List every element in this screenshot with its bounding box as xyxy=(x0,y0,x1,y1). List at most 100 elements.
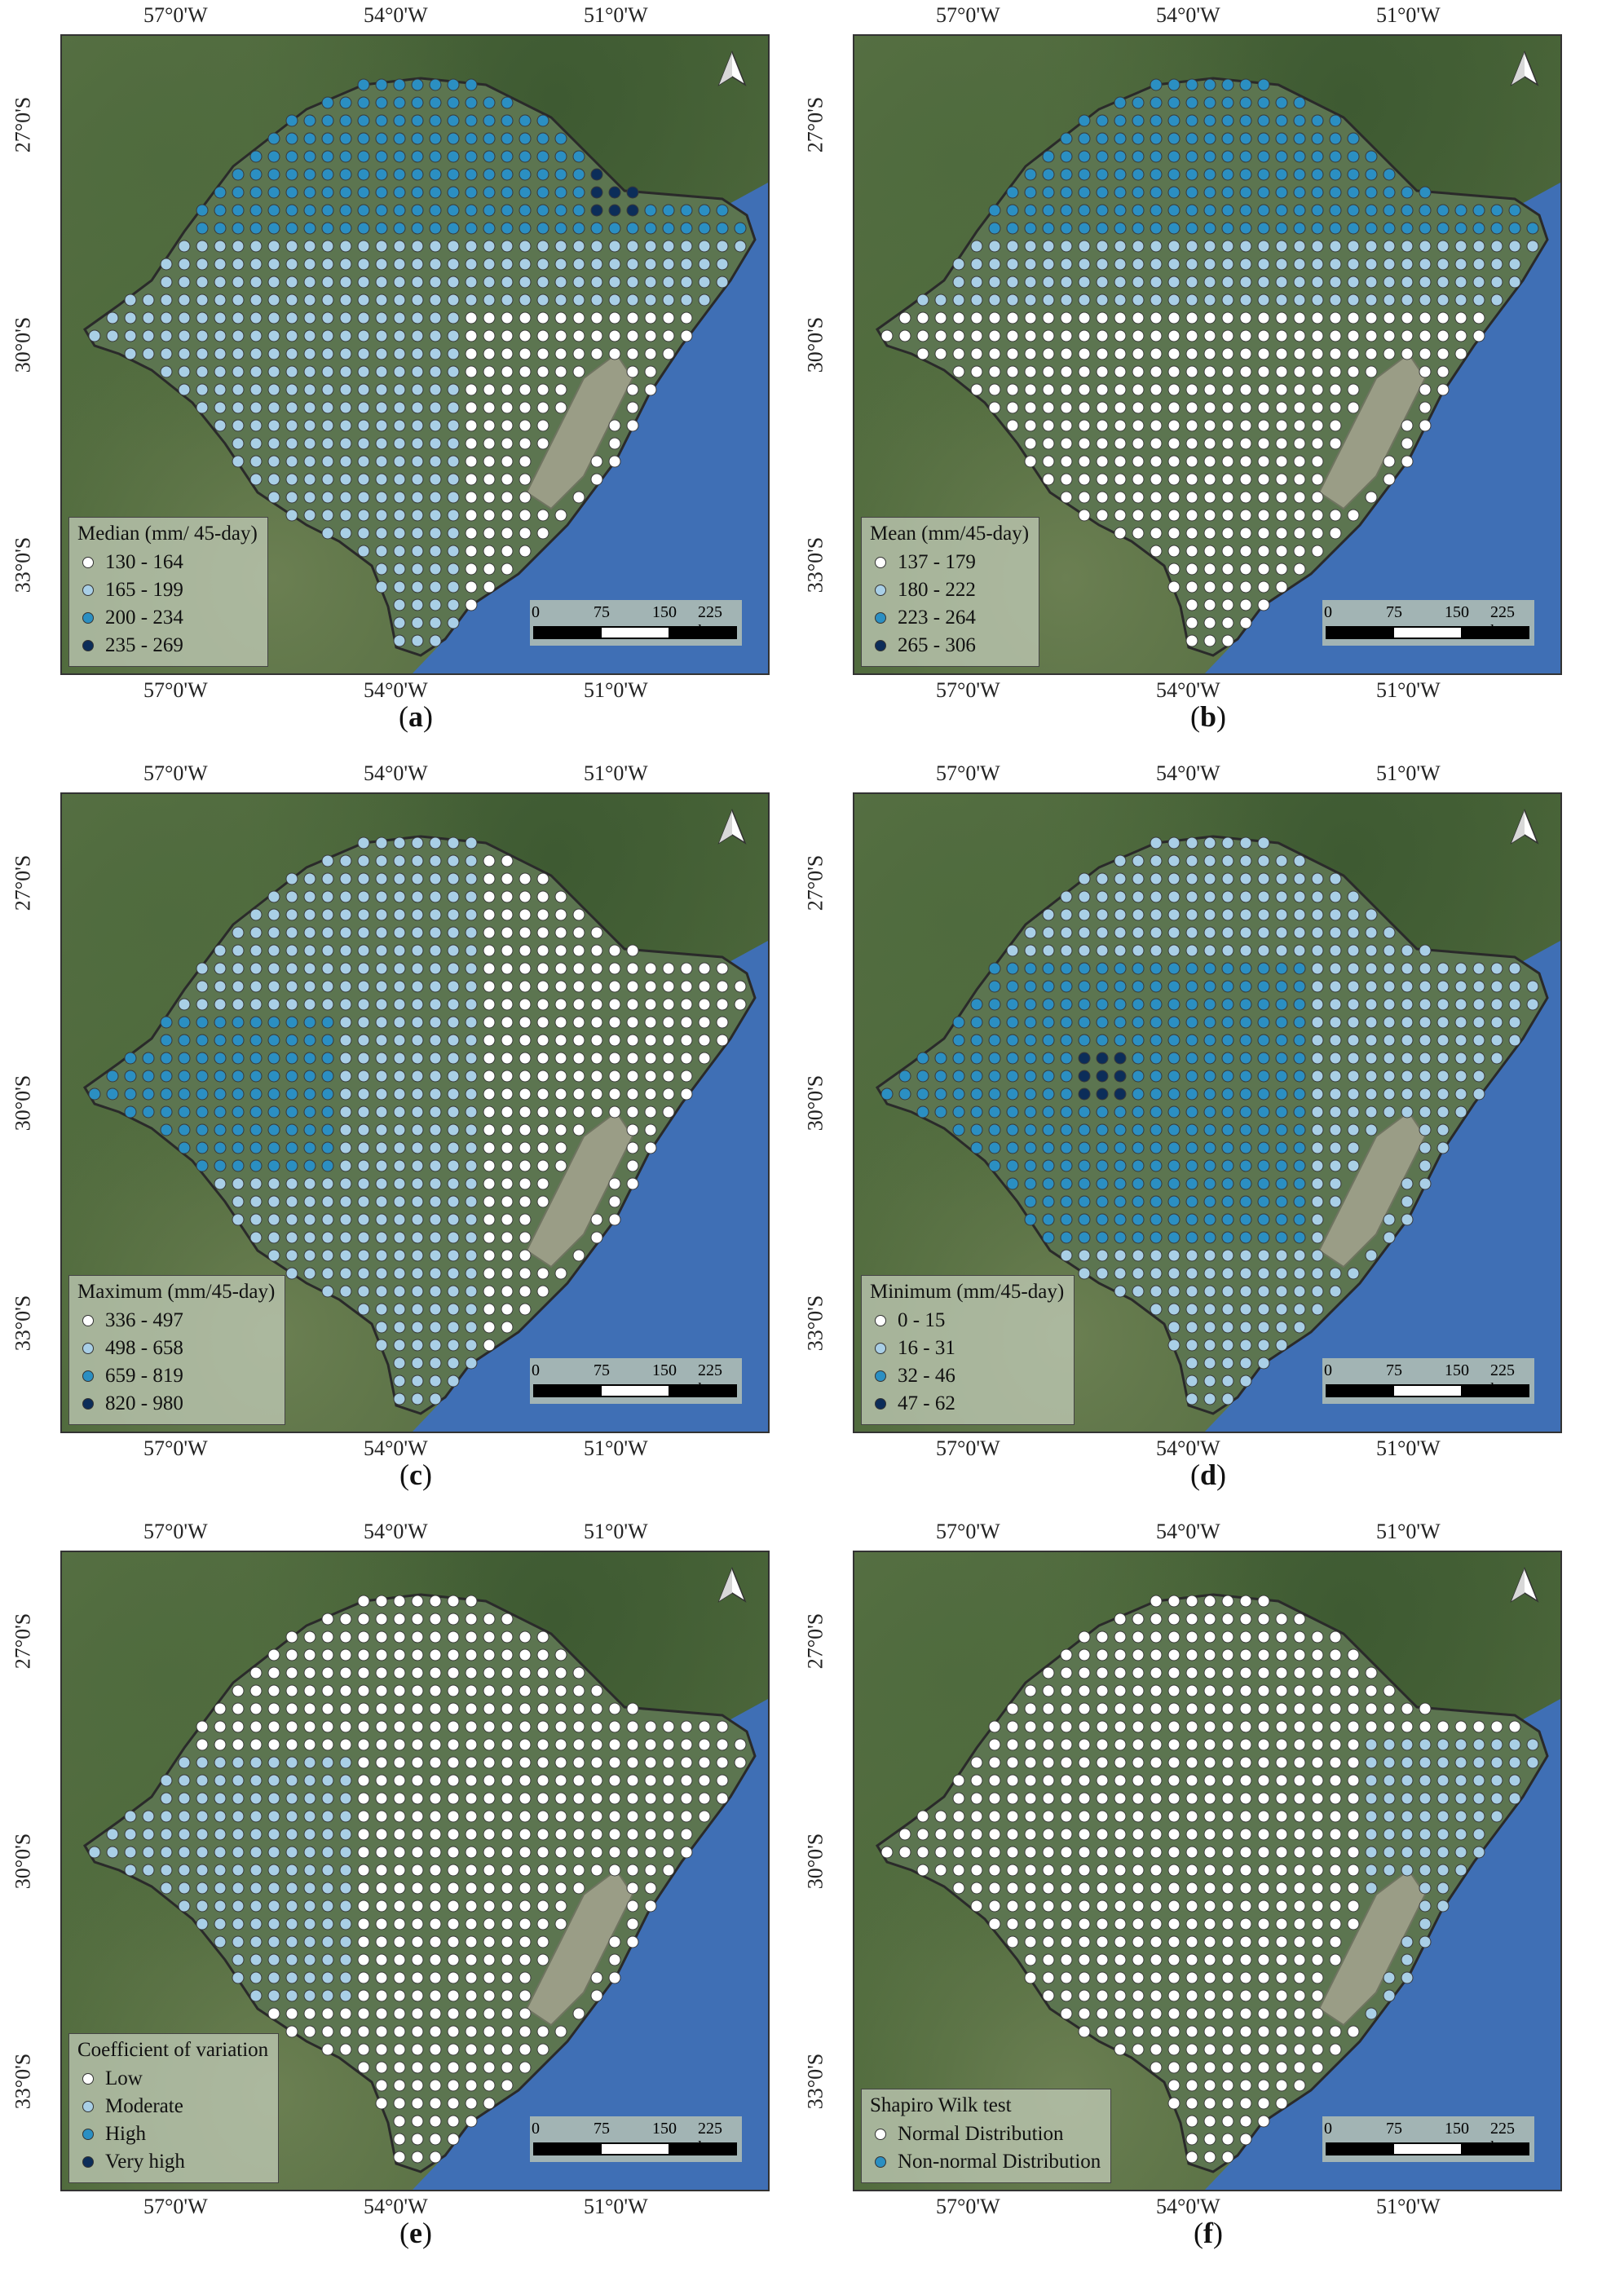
grid-point xyxy=(1203,509,1216,522)
grid-point xyxy=(1203,311,1216,324)
grid-point xyxy=(267,1070,280,1083)
grid-point xyxy=(196,998,209,1011)
grid-point xyxy=(608,962,621,975)
grid-point xyxy=(1114,1613,1127,1626)
grid-point xyxy=(321,1846,334,1859)
legend-label: 16 - 31 xyxy=(898,1337,955,1359)
grid-point xyxy=(1257,168,1270,181)
grid-point xyxy=(321,365,334,378)
grid-point xyxy=(465,311,478,324)
grid-point xyxy=(1042,1792,1055,1805)
grid-point xyxy=(321,1105,334,1119)
grid-point xyxy=(970,1756,983,1769)
grid-point xyxy=(1185,1052,1198,1065)
grid-point xyxy=(1150,1702,1163,1715)
grid-point xyxy=(1311,1285,1324,1298)
grid-point xyxy=(1060,1971,1073,1984)
grid-point xyxy=(1239,1613,1252,1626)
grid-point xyxy=(447,1303,460,1316)
grid-point xyxy=(1221,616,1234,629)
grid-point xyxy=(1150,1034,1163,1047)
grid-point xyxy=(626,1756,639,1769)
grid-point xyxy=(232,365,245,378)
grid-point xyxy=(393,1034,406,1047)
grid-point xyxy=(1221,365,1234,378)
grid-point xyxy=(1060,1684,1073,1697)
grid-point xyxy=(519,419,532,432)
grid-point xyxy=(1239,2097,1252,2110)
grid-point xyxy=(1078,1864,1091,1877)
grid-point xyxy=(1311,240,1324,253)
grid-point xyxy=(1203,2025,1216,2038)
grid-point xyxy=(590,1105,603,1119)
grid-point xyxy=(501,1738,514,1751)
grid-point xyxy=(285,491,298,504)
grid-point xyxy=(393,1105,406,1119)
grid-point xyxy=(339,1123,352,1136)
grid-point xyxy=(447,2097,460,2110)
grid-point xyxy=(303,1989,316,2002)
grid-point xyxy=(626,347,639,360)
grid-point xyxy=(898,311,911,324)
grid-point xyxy=(214,1034,227,1047)
grid-point xyxy=(447,383,460,396)
grid-point xyxy=(952,329,965,342)
grid-point xyxy=(1203,1249,1216,1262)
scale-bar-segments xyxy=(533,2142,737,2155)
grid-point xyxy=(393,132,406,145)
grid-point xyxy=(1275,96,1288,109)
grid-point xyxy=(375,293,388,307)
grid-point xyxy=(698,1756,711,1769)
grid-point xyxy=(662,1105,675,1119)
grid-point xyxy=(321,1666,334,1679)
grid-point xyxy=(1436,347,1450,360)
grid-point xyxy=(501,1231,514,1244)
grid-point xyxy=(1490,1016,1503,1029)
grid-point xyxy=(1096,1231,1109,1244)
grid-point xyxy=(303,491,316,504)
grid-point xyxy=(1419,1738,1432,1751)
grid-point xyxy=(662,240,675,253)
scale-bar-segments xyxy=(1326,2142,1529,2155)
grid-point xyxy=(232,1953,245,1966)
grid-point xyxy=(1526,240,1539,253)
grid-point xyxy=(1167,329,1180,342)
grid-point xyxy=(465,473,478,486)
grid-point xyxy=(375,1720,388,1733)
grid-point xyxy=(1060,1720,1073,1733)
grid-point xyxy=(644,240,657,253)
grid-point xyxy=(1006,1034,1019,1047)
grid-point xyxy=(429,2043,442,2056)
grid-point xyxy=(483,1088,496,1101)
grid-point xyxy=(393,1595,406,1608)
grid-point xyxy=(1365,293,1378,307)
grid-point xyxy=(1024,1810,1037,1823)
grid-point xyxy=(1293,1756,1306,1769)
grid-point xyxy=(988,1828,1001,1841)
grid-point xyxy=(590,944,603,957)
grid-point xyxy=(1042,998,1055,1011)
grid-point xyxy=(1257,1917,1270,1930)
grid-point xyxy=(339,1846,352,1859)
grid-point xyxy=(285,944,298,957)
grid-point xyxy=(429,1935,442,1948)
grid-point xyxy=(1401,1810,1414,1823)
grid-point xyxy=(1078,890,1091,903)
grid-point xyxy=(303,437,316,450)
grid-point xyxy=(519,1088,532,1101)
grid-point xyxy=(572,1774,585,1787)
grid-point xyxy=(411,383,424,396)
grid-point xyxy=(1042,1756,1055,1769)
grid-point xyxy=(519,1630,532,1644)
grid-point xyxy=(1167,1613,1180,1626)
grid-point xyxy=(375,580,388,593)
grid-point xyxy=(303,365,316,378)
grid-point xyxy=(934,1105,947,1119)
grid-point xyxy=(1203,1900,1216,1913)
map-legend: Median (mm/ 45-day) 130 - 164 165 - 199 200… xyxy=(68,517,268,667)
grid-point xyxy=(519,1738,532,1751)
grid-point xyxy=(1221,1792,1234,1805)
grid-point xyxy=(285,258,298,271)
grid-point xyxy=(1185,1303,1198,1316)
grid-point xyxy=(1078,1935,1091,1948)
